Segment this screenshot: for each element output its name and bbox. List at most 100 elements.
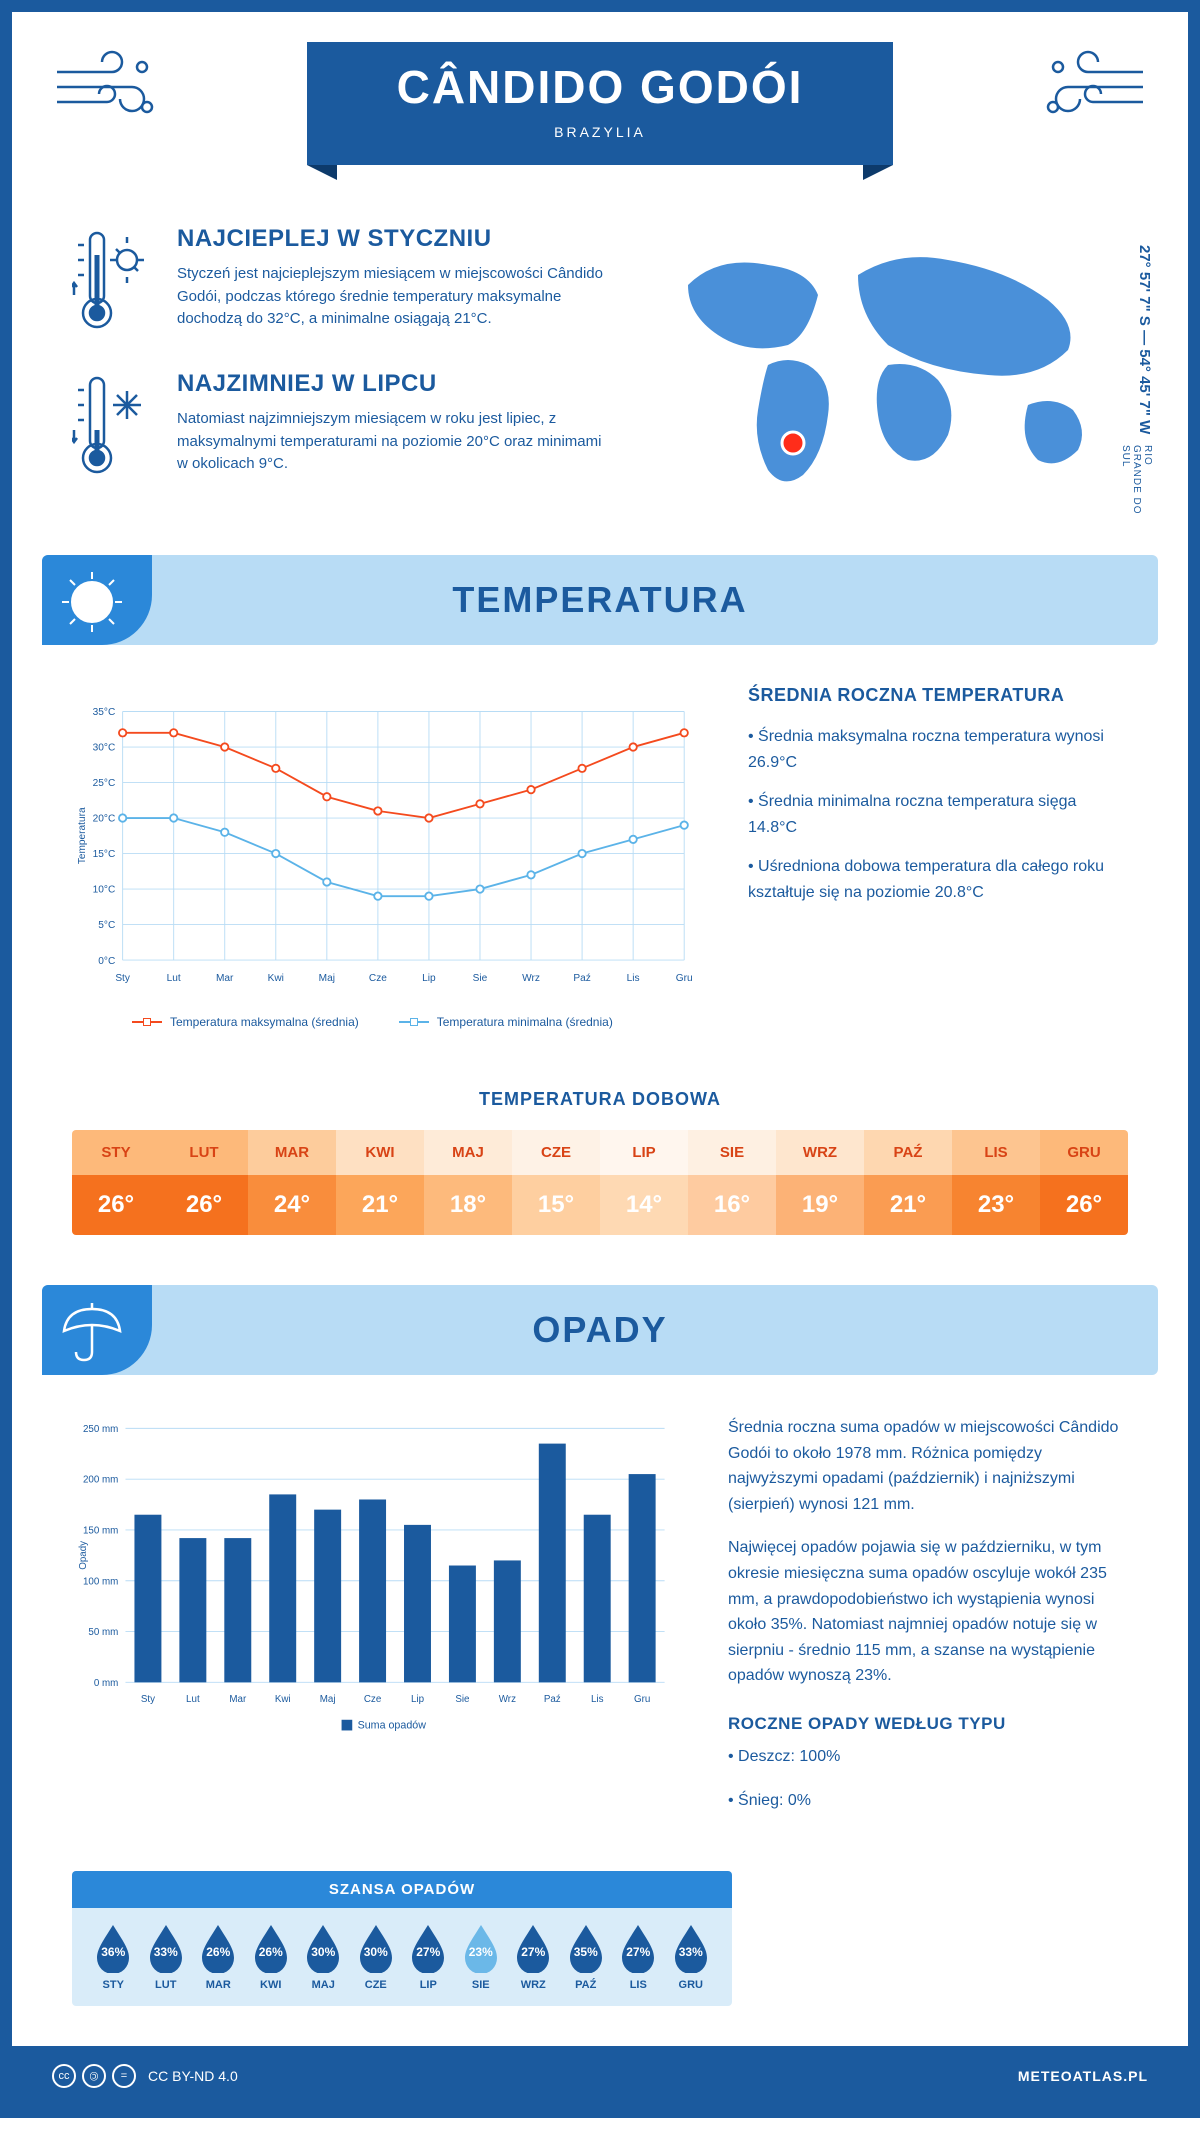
daily-month: STY [72,1130,160,1175]
coldest-title: NAJZIMNIEJ W LIPCU [177,370,608,398]
chance-drop: 35% PAŹ [566,1923,606,1991]
svg-text:Lip: Lip [422,973,436,984]
svg-text:Kwi: Kwi [275,1694,291,1705]
header: CÂNDIDO GODÓI BRAZYLIA [12,12,1188,205]
daily-col: GRU 26° [1040,1130,1128,1235]
svg-text:250 mm: 250 mm [83,1424,118,1435]
chance-drop: 30% CZE [356,1923,396,1991]
intro-section: NAJCIEPLEJ W STYCZNIU Styczeń jest najci… [12,205,1188,555]
chance-drop: 26% MAR [198,1923,238,1991]
temperature-body: 0°C5°C10°C15°C20°C25°C30°C35°CStyLutMarK… [12,645,1188,1069]
precip-para1: Średnia roczna suma opadów w miejscowośc… [728,1415,1128,1517]
by-icon: 🄯 [82,2064,106,2088]
drop-icon: 36% [93,1923,133,1973]
drop-icon: 26% [251,1923,291,1973]
temperature-chart-wrap: 0°C5°C10°C15°C20°C25°C30°C35°CStyLutMarK… [72,685,698,1029]
svg-text:Lut: Lut [186,1694,200,1705]
region-label: RIO GRANDE DO SUL [1120,445,1153,515]
svg-text:Wrz: Wrz [522,973,540,984]
chance-drop: 23% SIE [461,1923,501,1991]
daily-month: MAR [248,1130,336,1175]
daily-col: MAJ 18° [424,1130,512,1235]
svg-text:Wrz: Wrz [499,1694,516,1705]
temp-bullet: • Uśredniona dobowa temperatura dla całe… [748,854,1128,905]
chance-drops-row: 36% STY 33% LUT 26% MAR 26% KWI 30% MAJ … [72,1908,732,2006]
chance-value: 33% [679,1945,703,1959]
svg-text:35°C: 35°C [93,707,116,718]
chance-month: WRZ [513,1979,553,1991]
daily-month: PAŹ [864,1130,952,1175]
chance-drop: 27% LIP [408,1923,448,1991]
page-title: CÂNDIDO GODÓI [397,60,804,114]
daily-col: SIE 16° [688,1130,776,1235]
svg-text:Sie: Sie [455,1694,470,1705]
svg-text:Paź: Paź [544,1694,561,1705]
legend-min: Temperatura minimalna (średnia) [399,1015,613,1029]
drop-icon: 27% [408,1923,448,1973]
sun-icon [57,567,127,642]
svg-text:Lut: Lut [167,973,181,984]
chance-value: 27% [521,1945,545,1959]
daily-month: GRU [1040,1130,1128,1175]
chance-value: 27% [626,1945,650,1959]
wind-icon [52,47,162,132]
coordinates: 27° 57' 7" S — 54° 45' 7" W [1136,245,1153,434]
drop-icon: 27% [618,1923,658,1973]
daily-col: KWI 21° [336,1130,424,1235]
svg-text:Kwi: Kwi [268,973,284,984]
wind-icon [1038,47,1148,132]
temperature-section-header: TEMPERATURA [42,555,1158,645]
daily-col: CZE 15° [512,1130,600,1235]
chance-month: LUT [146,1979,186,1991]
cc-icons: cc 🄯 = [52,2064,136,2088]
svg-text:150 mm: 150 mm [83,1526,118,1537]
daily-month: MAJ [424,1130,512,1175]
chance-month: LIP [408,1979,448,1991]
daily-month: SIE [688,1130,776,1175]
chance-drop: 26% KWI [251,1923,291,1991]
svg-text:30°C: 30°C [93,743,116,754]
daily-value: 26° [72,1175,160,1235]
chance-month: KWI [251,1979,291,1991]
drop-icon: 30% [303,1923,343,1973]
temperature-title: TEMPERATURA [452,579,747,621]
thermometer-hot-icon [72,225,152,340]
svg-text:20°C: 20°C [93,814,116,825]
daily-month: LUT [160,1130,248,1175]
chance-drop: 33% GRU [671,1923,711,1991]
precipitation-side-text: Średnia roczna suma opadów w miejscowośc… [728,1415,1128,1831]
chance-value: 26% [259,1945,283,1959]
chance-value: 27% [416,1945,440,1959]
temp-bullet: • Średnia minimalna roczna temperatura s… [748,789,1128,840]
daily-month: CZE [512,1130,600,1175]
warmest-text: Styczeń jest najcieplejszym miesiącem w … [177,263,608,331]
daily-col: MAR 24° [248,1130,336,1235]
chance-month: PAŹ [566,1979,606,1991]
svg-text:0°C: 0°C [98,956,115,967]
daily-month: LIS [952,1130,1040,1175]
chance-month: SIE [461,1979,501,1991]
coldest-block: NAJZIMNIEJ W LIPCU Natomiast najzimniejs… [72,370,608,485]
drop-icon: 33% [671,1923,711,1973]
drop-icon: 26% [198,1923,238,1973]
svg-text:Gru: Gru [676,973,693,984]
chance-value: 33% [154,1945,178,1959]
daily-value: 21° [864,1175,952,1235]
infographic-frame: CÂNDIDO GODÓI BRAZYLIA [0,0,1200,2118]
chance-value: 30% [364,1945,388,1959]
svg-text:Opady: Opady [78,1541,89,1570]
svg-text:Sie: Sie [473,973,488,984]
precipitation-bar-chart: 0 mm50 mm100 mm150 mm200 mm250 mmOpadySt… [72,1415,678,1775]
chance-month: MAR [198,1979,238,1991]
nd-icon: = [112,2064,136,2088]
daily-value: 18° [424,1175,512,1235]
svg-text:Sty: Sty [141,1694,155,1705]
svg-text:Paź: Paź [573,973,590,984]
daily-month: KWI [336,1130,424,1175]
drop-icon: 30% [356,1923,396,1973]
chance-value: 26% [206,1945,230,1959]
chance-drop: 27% WRZ [513,1923,553,1991]
svg-text:5°C: 5°C [98,920,115,931]
daily-value: 26° [160,1175,248,1235]
world-map-icon [648,225,1128,505]
